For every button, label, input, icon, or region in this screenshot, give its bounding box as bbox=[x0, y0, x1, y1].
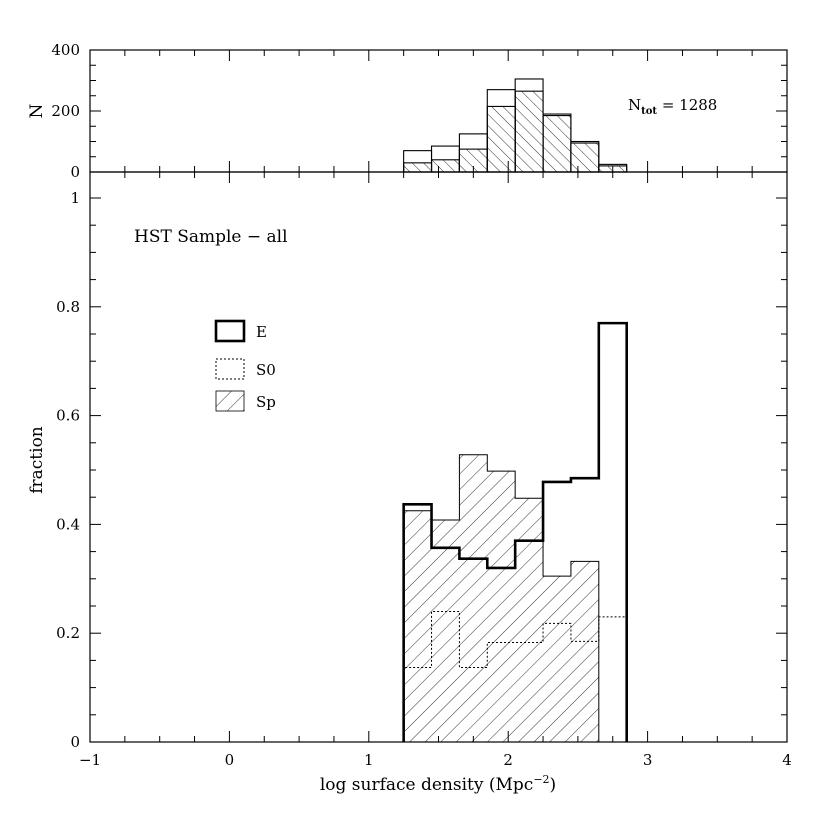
main-histogram-bars bbox=[402, 321, 628, 742]
top-y-tick-label: 0 bbox=[70, 163, 80, 181]
main-panel: −1 0 1 2 3 400.20.40.60.81 HST Sample − all f… bbox=[27, 171, 792, 795]
x-tick-label: 4 bbox=[782, 751, 792, 769]
n-total-annotation: Ntot = 1288 bbox=[628, 96, 717, 117]
x-tick-label: 2 bbox=[503, 751, 513, 769]
x-tick-label: 1 bbox=[364, 751, 374, 769]
main-y-tick-label: 1 bbox=[70, 189, 80, 207]
main-y-tick-label: 0.8 bbox=[56, 298, 80, 316]
top-y-tick-label: 400 bbox=[51, 41, 80, 59]
x-axis-label: log surface density (Mpc−2) bbox=[320, 773, 556, 795]
main-y-tick-label: 0 bbox=[70, 733, 80, 751]
top-bar-sp bbox=[570, 142, 600, 173]
main-y-tick-label: 0.6 bbox=[56, 407, 80, 425]
top-bar-sp bbox=[514, 90, 544, 173]
top-y-tick-label: 200 bbox=[51, 102, 80, 120]
legend: E S0 Sp bbox=[214, 319, 276, 412]
sp-hatched-area bbox=[403, 454, 599, 742]
x-tick-label: −1 bbox=[79, 751, 101, 769]
main-y-tick-label: 0.2 bbox=[56, 624, 80, 642]
legend-swatch-s0 bbox=[215, 358, 245, 380]
main-plot-frame bbox=[89, 171, 788, 743]
top-histogram-bars bbox=[403, 78, 628, 173]
main-y-tick-label: 0.4 bbox=[56, 515, 80, 533]
legend-swatch-sp bbox=[215, 390, 245, 412]
top-bar-sp bbox=[542, 115, 572, 173]
main-y-axis-label: fraction bbox=[27, 426, 47, 494]
x-tick-label: 3 bbox=[643, 751, 653, 769]
top-y-axis-label: N bbox=[27, 103, 47, 118]
top-panel: 0 200 400 N Ntot = 1288 bbox=[27, 41, 788, 181]
sample-annotation: HST Sample − all bbox=[134, 227, 288, 247]
legend-label-s0: S0 bbox=[256, 361, 276, 379]
e-step-line bbox=[402, 321, 628, 742]
top-bar-sp bbox=[403, 162, 433, 173]
x-tick-label: 0 bbox=[225, 751, 235, 769]
top-bar-sp bbox=[430, 159, 460, 173]
top-bar-sp bbox=[486, 105, 516, 173]
top-axis-ticks: 0 200 400 bbox=[51, 41, 788, 181]
legend-label-e: E bbox=[256, 323, 267, 341]
legend-swatch-e bbox=[214, 319, 246, 343]
legend-label-sp: Sp bbox=[256, 393, 276, 411]
